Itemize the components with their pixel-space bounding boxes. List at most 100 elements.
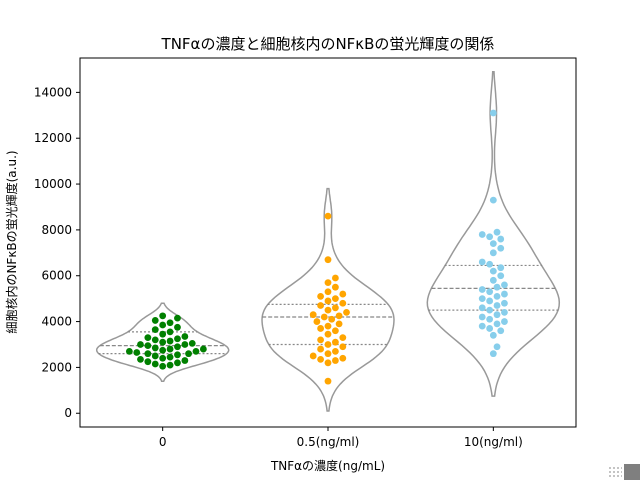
data-point bbox=[317, 292, 324, 300]
data-point bbox=[332, 274, 339, 282]
data-point bbox=[486, 297, 494, 305]
data-point bbox=[159, 312, 167, 320]
data-point bbox=[339, 343, 347, 351]
data-point bbox=[478, 231, 486, 238]
y-tick-label: 4000 bbox=[41, 315, 72, 329]
y-tick-label: 12000 bbox=[34, 131, 72, 145]
data-point bbox=[489, 249, 497, 257]
data-point bbox=[486, 325, 494, 332]
data-point bbox=[151, 336, 159, 344]
toolbar-toggle-icon[interactable] bbox=[624, 464, 640, 480]
data-point bbox=[317, 325, 324, 332]
data-point bbox=[501, 309, 508, 316]
data-point bbox=[144, 334, 152, 342]
data-point bbox=[489, 350, 497, 358]
data-point bbox=[497, 272, 505, 280]
data-point bbox=[478, 286, 486, 293]
data-point bbox=[159, 321, 167, 329]
data-point bbox=[339, 290, 347, 298]
y-tick-label: 14000 bbox=[34, 85, 72, 99]
data-point bbox=[497, 244, 505, 252]
chart-title: TNFαの濃度と細胞核内のNFκBの蛍光輝度の関係 bbox=[161, 35, 495, 53]
data-point bbox=[493, 320, 501, 328]
data-point bbox=[199, 345, 207, 353]
data-point bbox=[166, 337, 174, 345]
data-point bbox=[324, 212, 332, 220]
data-point bbox=[174, 359, 181, 367]
plot-area bbox=[95, 71, 561, 412]
violin-body bbox=[426, 71, 561, 397]
data-point bbox=[332, 295, 339, 303]
data-point bbox=[159, 346, 167, 354]
data-point bbox=[324, 288, 332, 296]
data-point bbox=[335, 312, 343, 320]
data-point bbox=[166, 353, 174, 361]
data-point bbox=[181, 333, 189, 340]
data-point bbox=[151, 344, 159, 352]
data-point bbox=[159, 362, 167, 370]
data-point bbox=[335, 320, 343, 328]
data-point bbox=[166, 319, 174, 327]
data-point bbox=[332, 347, 339, 355]
data-point bbox=[493, 343, 501, 351]
data-point bbox=[497, 235, 505, 243]
data-point bbox=[188, 339, 196, 347]
data-point bbox=[501, 299, 508, 307]
data-point bbox=[317, 302, 324, 309]
data-point bbox=[332, 357, 339, 364]
data-point bbox=[324, 256, 332, 264]
y-tick-label: 8000 bbox=[41, 223, 72, 237]
data-point bbox=[486, 315, 494, 323]
data-point bbox=[486, 233, 494, 241]
data-point bbox=[478, 322, 486, 330]
data-point bbox=[343, 309, 350, 316]
data-point bbox=[489, 267, 497, 275]
data-point bbox=[137, 355, 144, 363]
data-point bbox=[309, 311, 317, 319]
data-point bbox=[486, 260, 494, 268]
data-point bbox=[486, 306, 494, 314]
data-point bbox=[133, 349, 141, 356]
data-point bbox=[324, 322, 332, 330]
data-point bbox=[174, 351, 181, 359]
data-point bbox=[174, 314, 181, 322]
data-point bbox=[489, 109, 497, 117]
data-point bbox=[339, 354, 347, 362]
data-point bbox=[313, 318, 321, 325]
data-point bbox=[332, 338, 339, 346]
data-point bbox=[489, 240, 497, 248]
data-point bbox=[478, 304, 486, 312]
y-tick-label: 10000 bbox=[34, 177, 72, 191]
data-point bbox=[324, 350, 332, 358]
data-point bbox=[192, 347, 200, 355]
data-point bbox=[332, 283, 339, 291]
x-axis-label: TNFαの濃度(ng/mL) bbox=[270, 458, 385, 473]
data-point bbox=[181, 341, 189, 348]
data-point bbox=[324, 359, 332, 367]
toolbar-grip-icon[interactable] bbox=[608, 466, 622, 478]
data-point bbox=[185, 350, 192, 358]
data-point bbox=[174, 323, 181, 331]
data-point bbox=[317, 336, 324, 344]
data-point bbox=[159, 330, 167, 338]
data-point bbox=[137, 341, 144, 348]
data-point bbox=[324, 330, 332, 338]
data-point bbox=[493, 283, 501, 291]
y-tick-label: 6000 bbox=[41, 269, 72, 283]
data-point bbox=[489, 276, 497, 284]
y-axis-label: 細胞核内のNFκBの蛍光輝度(a.u.) bbox=[4, 150, 19, 333]
data-point bbox=[324, 377, 332, 385]
x-tick-label: 0 bbox=[159, 435, 167, 449]
axes: 0 2000 4000 6000 8000 10000 12000 14000 0 0.5(ng/… bbox=[34, 85, 523, 449]
data-point bbox=[493, 228, 501, 236]
data-point bbox=[151, 352, 159, 360]
x-tick-label: 0.5(ng/ml) bbox=[297, 435, 360, 449]
data-point bbox=[501, 281, 508, 289]
data-point bbox=[144, 358, 152, 366]
data-point bbox=[151, 317, 159, 324]
data-point bbox=[151, 326, 159, 333]
data-point bbox=[332, 304, 339, 312]
data-point bbox=[478, 295, 486, 303]
data-point bbox=[339, 299, 347, 307]
